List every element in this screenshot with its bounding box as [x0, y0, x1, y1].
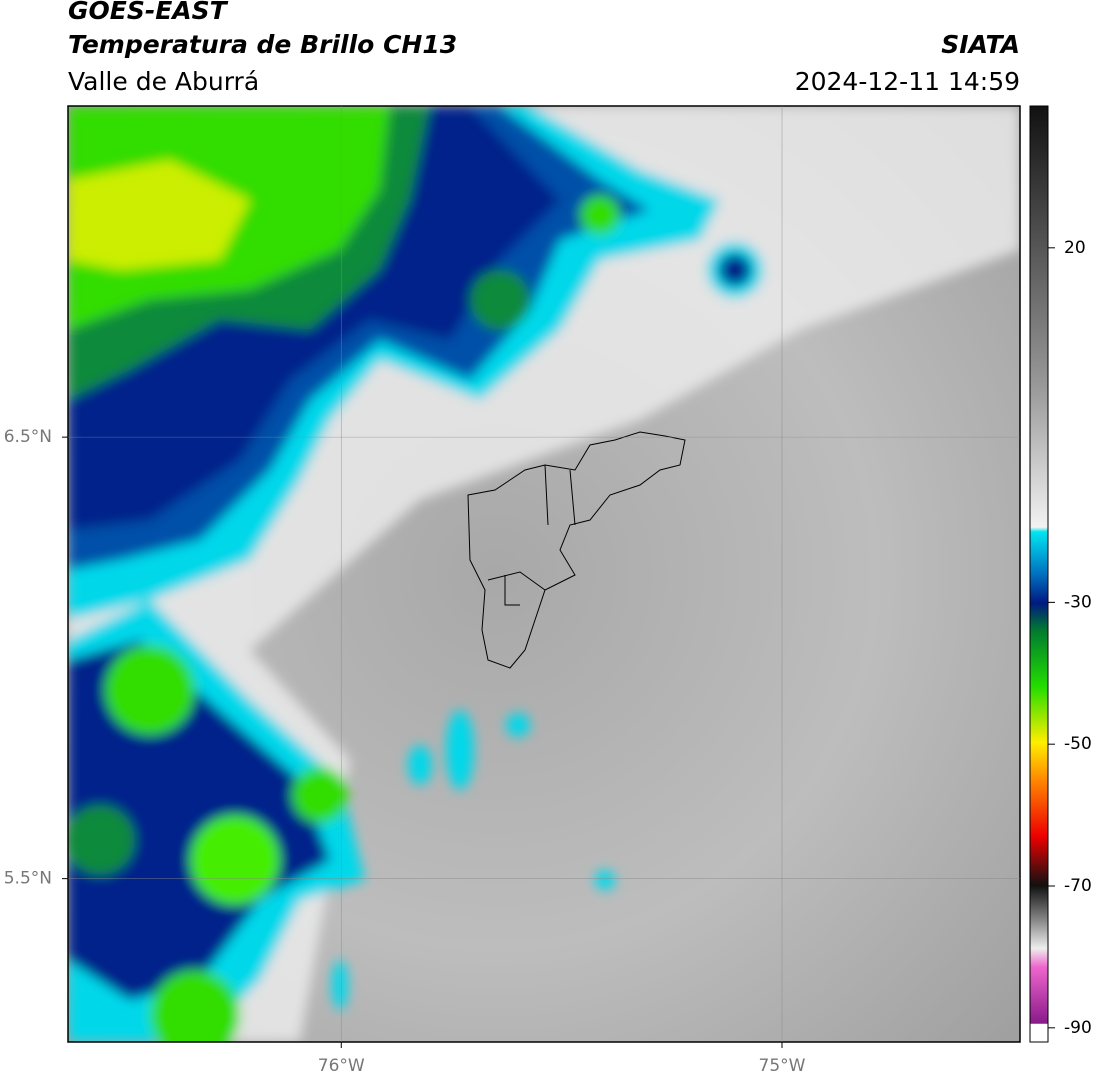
colorbar-tick-label: -30 [1064, 592, 1092, 612]
source: SIATA [941, 30, 1020, 59]
colorbar-tick-label: 20 [1064, 238, 1086, 258]
region: Valle de Aburrá [68, 67, 259, 96]
colorbar-tick-label: -70 [1064, 876, 1092, 896]
y-tick-label: 6.5°N [4, 427, 52, 447]
colorbar-tick-label: -90 [1064, 1018, 1092, 1038]
x-tick-label: 76°W [318, 1056, 365, 1076]
colorbar [1029, 105, 1049, 1043]
colorbar-tick-label: -50 [1064, 734, 1092, 754]
title: GOES-EAST [68, 0, 229, 25]
subtitle: Temperatura de Brillo CH13 [68, 30, 457, 59]
datetime: 2024-12-11 14:59 [795, 67, 1020, 96]
map-frame [67, 105, 1021, 1043]
satellite-image [68, 106, 1020, 1042]
x-tick-label: 75°W [759, 1056, 806, 1076]
y-tick-label: 5.5°N [4, 869, 52, 889]
